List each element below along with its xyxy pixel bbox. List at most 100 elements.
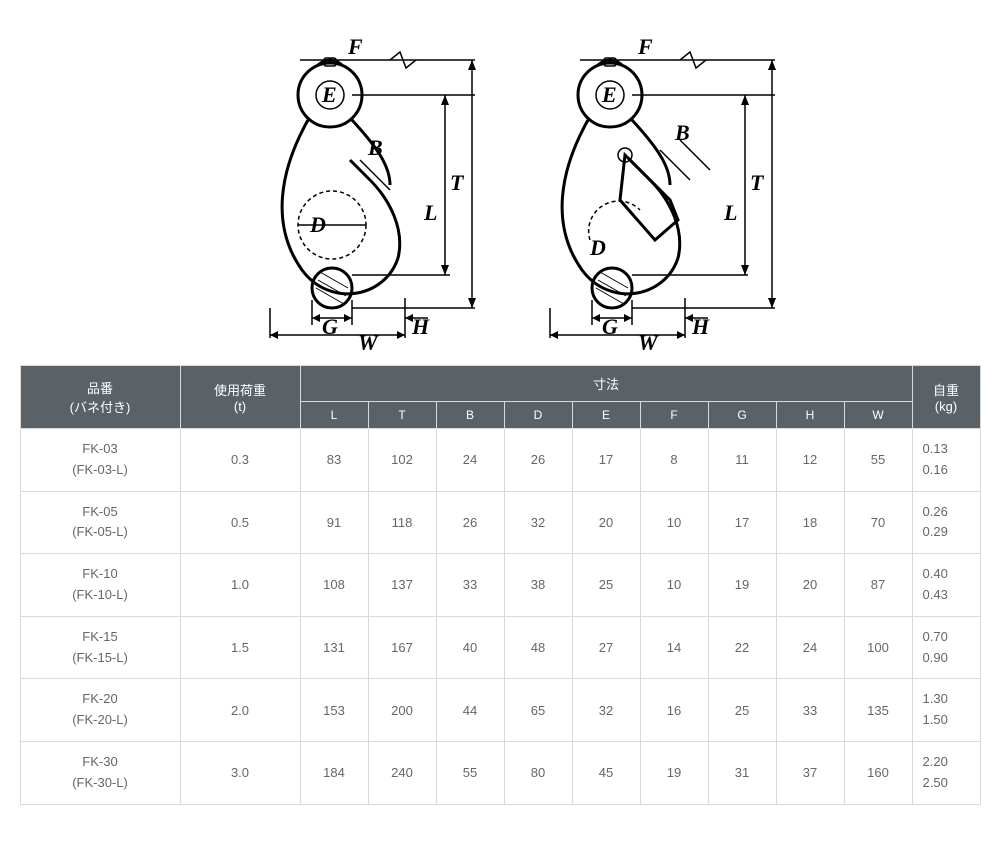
cell-B: 24 bbox=[436, 429, 504, 492]
spec-table: 品番 (バネ付き) 使用荷重 (t) 寸法 自重 (kg) L T B D E … bbox=[20, 365, 981, 805]
cell-F: 8 bbox=[640, 429, 708, 492]
label-E-right: E bbox=[601, 82, 617, 107]
label-F-left: F bbox=[347, 34, 363, 59]
cell-weight: 0.700.90 bbox=[912, 616, 980, 679]
th-weight-unit: (kg) bbox=[935, 399, 957, 414]
cell-T: 240 bbox=[368, 741, 436, 804]
label-E-left: E bbox=[321, 82, 337, 107]
cell-W: 135 bbox=[844, 679, 912, 742]
cell-L: 153 bbox=[300, 679, 368, 742]
cell-part: FK-10(FK-10-L) bbox=[20, 554, 180, 617]
cell-load: 2.0 bbox=[180, 679, 300, 742]
cell-B: 55 bbox=[436, 741, 504, 804]
cell-H: 33 bbox=[776, 679, 844, 742]
cell-L: 184 bbox=[300, 741, 368, 804]
th-part-label: 品番 bbox=[87, 381, 113, 396]
cell-H: 18 bbox=[776, 491, 844, 554]
cell-H: 24 bbox=[776, 616, 844, 679]
table-row: FK-10(FK-10-L)1.0108137333825101920870.4… bbox=[20, 554, 980, 617]
cell-load: 1.5 bbox=[180, 616, 300, 679]
label-W-left: W bbox=[358, 330, 379, 350]
cell-G: 19 bbox=[708, 554, 776, 617]
table-row: FK-03(FK-03-L)0.38310224261781112550.130… bbox=[20, 429, 980, 492]
cell-D: 48 bbox=[504, 616, 572, 679]
cell-F: 14 bbox=[640, 616, 708, 679]
th-weight-label: 自重 bbox=[933, 383, 959, 398]
cell-weight: 2.202.50 bbox=[912, 741, 980, 804]
label-H-right: H bbox=[691, 314, 710, 339]
cell-G: 25 bbox=[708, 679, 776, 742]
label-B-left: B bbox=[367, 135, 383, 160]
label-D-right: D bbox=[589, 235, 606, 260]
th-B: B bbox=[436, 402, 504, 429]
cell-W: 70 bbox=[844, 491, 912, 554]
cell-T: 200 bbox=[368, 679, 436, 742]
cell-T: 137 bbox=[368, 554, 436, 617]
cell-B: 26 bbox=[436, 491, 504, 554]
cell-part: FK-03(FK-03-L) bbox=[20, 429, 180, 492]
label-L-left: L bbox=[423, 200, 437, 225]
cell-load: 1.0 bbox=[180, 554, 300, 617]
cell-E: 17 bbox=[572, 429, 640, 492]
th-E: E bbox=[572, 402, 640, 429]
table-row: FK-30(FK-30-L)3.01842405580451931371602.… bbox=[20, 741, 980, 804]
cell-E: 27 bbox=[572, 616, 640, 679]
th-part: 品番 (バネ付き) bbox=[20, 366, 180, 429]
th-T: T bbox=[368, 402, 436, 429]
cell-G: 31 bbox=[708, 741, 776, 804]
cell-L: 131 bbox=[300, 616, 368, 679]
cell-W: 160 bbox=[844, 741, 912, 804]
hook-dimension-diagram: .ln { stroke:#000; stroke-width:3; fill:… bbox=[200, 20, 800, 350]
cell-load: 0.3 bbox=[180, 429, 300, 492]
cell-E: 32 bbox=[572, 679, 640, 742]
th-part-sub: (バネ付き) bbox=[70, 400, 131, 415]
cell-F: 16 bbox=[640, 679, 708, 742]
th-L: L bbox=[300, 402, 368, 429]
cell-T: 102 bbox=[368, 429, 436, 492]
cell-B: 40 bbox=[436, 616, 504, 679]
cell-D: 26 bbox=[504, 429, 572, 492]
th-F: F bbox=[640, 402, 708, 429]
label-F-right: F bbox=[637, 34, 653, 59]
cell-W: 100 bbox=[844, 616, 912, 679]
cell-part: FK-15(FK-15-L) bbox=[20, 616, 180, 679]
cell-load: 3.0 bbox=[180, 741, 300, 804]
label-W-right: W bbox=[638, 330, 659, 350]
cell-D: 80 bbox=[504, 741, 572, 804]
cell-D: 38 bbox=[504, 554, 572, 617]
table-row: FK-15(FK-15-L)1.51311674048271422241000.… bbox=[20, 616, 980, 679]
cell-B: 33 bbox=[436, 554, 504, 617]
cell-weight: 0.130.16 bbox=[912, 429, 980, 492]
cell-part: FK-30(FK-30-L) bbox=[20, 741, 180, 804]
cell-G: 11 bbox=[708, 429, 776, 492]
cell-D: 65 bbox=[504, 679, 572, 742]
cell-W: 55 bbox=[844, 429, 912, 492]
cell-load: 0.5 bbox=[180, 491, 300, 554]
cell-L: 91 bbox=[300, 491, 368, 554]
cell-H: 20 bbox=[776, 554, 844, 617]
cell-part: FK-20(FK-20-L) bbox=[20, 679, 180, 742]
cell-T: 167 bbox=[368, 616, 436, 679]
cell-G: 22 bbox=[708, 616, 776, 679]
cell-E: 25 bbox=[572, 554, 640, 617]
cell-T: 118 bbox=[368, 491, 436, 554]
cell-L: 83 bbox=[300, 429, 368, 492]
cell-F: 10 bbox=[640, 491, 708, 554]
th-load-unit: (t) bbox=[234, 399, 246, 414]
table-row: FK-20(FK-20-L)2.01532004465321625331351.… bbox=[20, 679, 980, 742]
cell-F: 10 bbox=[640, 554, 708, 617]
th-G: G bbox=[708, 402, 776, 429]
cell-part: FK-05(FK-05-L) bbox=[20, 491, 180, 554]
cell-weight: 0.260.29 bbox=[912, 491, 980, 554]
th-load-label: 使用荷重 bbox=[214, 383, 266, 398]
th-W: W bbox=[844, 402, 912, 429]
cell-G: 17 bbox=[708, 491, 776, 554]
label-L-right: L bbox=[723, 200, 737, 225]
th-H: H bbox=[776, 402, 844, 429]
th-D: D bbox=[504, 402, 572, 429]
label-T-right: T bbox=[750, 170, 765, 195]
cell-H: 37 bbox=[776, 741, 844, 804]
cell-E: 45 bbox=[572, 741, 640, 804]
cell-F: 19 bbox=[640, 741, 708, 804]
th-dimensions: 寸法 bbox=[300, 366, 912, 402]
